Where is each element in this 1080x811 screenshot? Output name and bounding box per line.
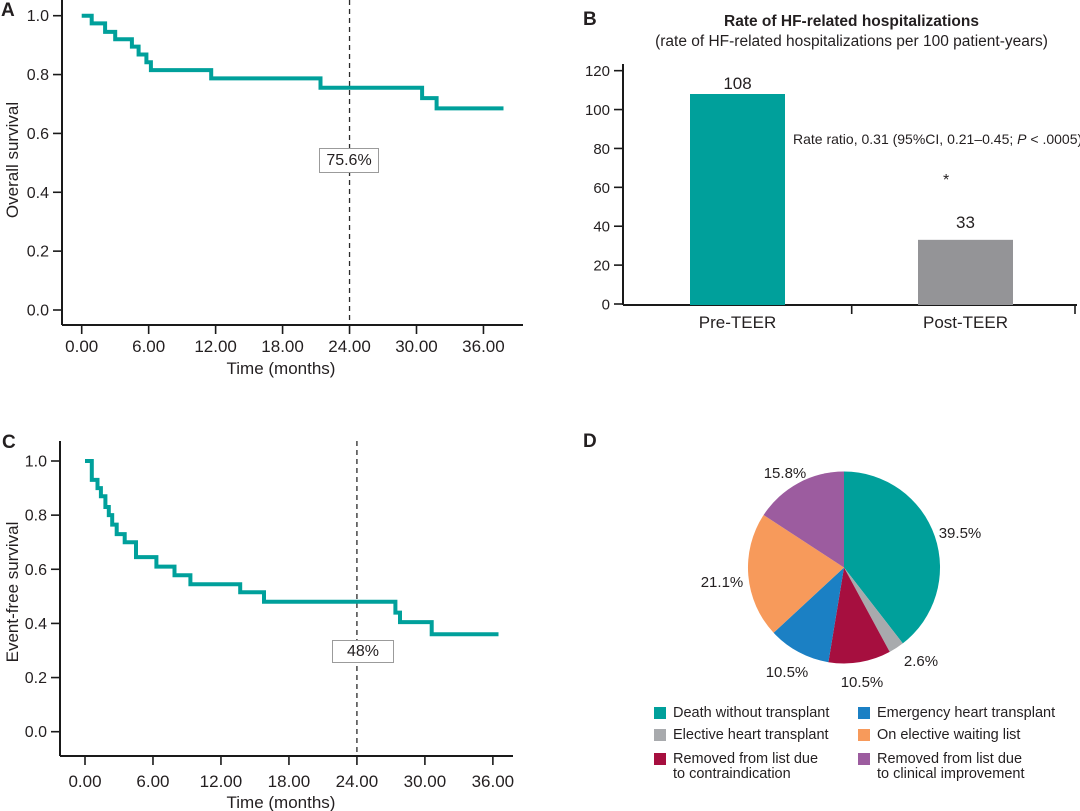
x-tick-label: 0.00 (65, 337, 98, 356)
pie-slice-4 (773, 567, 844, 663)
legend-label: Elective heart transplant (673, 727, 829, 743)
y-tick-label: 40 (593, 219, 610, 236)
y-tick-label: 0.2 (27, 244, 49, 261)
panel-b: 0 20 40 60 80 100 120 108 Pre-TEER 33 Post-TEER B … (540, 0, 1080, 400)
bar-chart-hospitalizations: 0 20 40 60 80 100 120 108 Pre-TEER 33 Post-TEER (585, 63, 1077, 332)
pie-percentage-label: 10.5% (766, 664, 809, 681)
panel-label-d: D (583, 431, 597, 452)
pie-percentage-label: 39.5% (939, 525, 982, 542)
legend-swatch (858, 707, 870, 719)
panel-label-a: A (1, 0, 15, 21)
bar-value-label: 33 (956, 213, 975, 232)
y-tick-label: 0.4 (25, 616, 47, 633)
y-tick-label: 80 (593, 141, 610, 158)
x-tick-label: 6.00 (136, 772, 169, 791)
panel-label-b: B (583, 9, 597, 30)
x-category-label: Pre-TEER (699, 313, 776, 332)
legend-item: Emergency heart transplant (858, 706, 1055, 721)
y-axis-title-c: Event-free survival (3, 521, 22, 663)
legend-swatch (654, 707, 666, 719)
rate-ratio-text-end: < .0005) (1026, 131, 1080, 147)
legend-swatch (858, 753, 870, 765)
x-tick-label: 24.00 (328, 337, 371, 356)
pie-percentage-label: 15.8% (764, 465, 807, 482)
x-tick-label: 30.00 (404, 772, 447, 791)
x-tick-label: 36.00 (472, 772, 515, 791)
pie-percentage-label: 2.6% (904, 653, 938, 670)
y-tick-label: 100 (585, 102, 610, 119)
legend-item: On elective waiting list (858, 728, 1020, 743)
pie-slice-1 (844, 471, 941, 644)
bar-post-teer (918, 239, 1013, 305)
panel-label-c: C (2, 432, 16, 453)
legend-label: Removed from list due to clinical improve… (877, 751, 1025, 782)
y-tick-label: 120 (585, 63, 610, 80)
x-tick-label: 12.00 (194, 337, 237, 356)
x-tick-label: 30.00 (395, 337, 438, 356)
survival-step-curve (85, 459, 499, 637)
legend-label: Removed from list due to contraindication (673, 751, 819, 782)
pie-slice-3 (828, 567, 890, 664)
km-chart-event-free-survival: 0.0 0.2 0.4 0.6 0.8 1.0 0.00 6.00 12.00 18.00 24.0… (25, 441, 515, 791)
legend-swatch (654, 729, 666, 741)
rate-ratio-annotation: Rate ratio, 0.31 (95%CI, 0.21–0.45; P < … (793, 131, 1080, 147)
x-tick-label: 18.00 (261, 337, 304, 356)
legend-label: Death without transplant (673, 705, 830, 721)
panel-c: 0.0 0.2 0.4 0.6 0.8 1.0 0.00 6.00 12.00 18.00 24.0… (0, 410, 540, 811)
survival-annotation-box-a: 75.6% (319, 148, 379, 173)
legend-item: Death without transplant (654, 706, 829, 721)
x-tick-label: 6.00 (132, 337, 165, 356)
x-tick-label: 18.00 (268, 772, 311, 791)
legend-item: Elective heart transplant (654, 728, 829, 743)
rate-ratio-text-start: Rate ratio, 0.31 (95%CI, 0.21–0.45; (793, 131, 1018, 147)
panel-d: 39.5% 2.6% 10.5% 10.5% 21.1% 15.8% D Death wi… (540, 410, 1080, 811)
y-tick-label: 0.0 (25, 724, 47, 741)
x-category-label: Post-TEER (923, 313, 1008, 332)
x-tick-label: 12.00 (200, 772, 243, 791)
pie-chart-outcomes: 39.5% 2.6% 10.5% 10.5% 21.1% 15.8% (701, 465, 982, 691)
bar-pre-teer (690, 94, 785, 306)
legend-item: Removed from list due to contraindication (654, 752, 818, 782)
y-tick-label: 0.6 (27, 126, 49, 143)
y-tick-label: 0.8 (25, 508, 47, 525)
y-tick-label: 60 (593, 180, 610, 197)
survival-annotation-box-c: 48% (332, 640, 394, 663)
bar-value-label: 108 (723, 74, 751, 93)
survival-step-curve (81, 13, 504, 111)
x-tick-label: 0.00 (68, 772, 101, 791)
y-axis-title-a: Overall survival (3, 101, 22, 219)
chart-subtitle-b: (rate of HF-related hospitalizations per… (655, 33, 1048, 50)
y-tick-label: 0.8 (27, 67, 49, 84)
y-tick-label: 0.4 (27, 185, 49, 202)
pie-legend: Death without transplant Elective heart t… (540, 410, 1080, 811)
x-axis-title-a: Time (months) (226, 359, 336, 378)
pie-slice-6 (763, 471, 844, 568)
pie-slice-2 (844, 567, 903, 652)
y-tick-label: 0.6 (25, 562, 47, 579)
y-tick-label: 0 (602, 297, 610, 314)
y-tick-label: 1.0 (27, 8, 49, 25)
significance-asterisk: * (943, 172, 950, 189)
y-tick-label: 0.0 (27, 303, 49, 320)
km-chart-overall-survival: 0.0 0.2 0.4 0.6 0.8 1.0 0.00 6.00 12.00 18.00 24.0… (27, 0, 523, 356)
y-tick-label: 20 (593, 258, 610, 275)
legend-swatch (654, 753, 666, 765)
pie-percentage-label: 10.5% (841, 674, 884, 691)
pie-slice-5 (747, 515, 844, 633)
y-tick-label: 0.2 (25, 670, 47, 687)
chart-title-b: Rate of HF-related hospitalizations (724, 13, 979, 30)
panel-a: 0.0 0.2 0.4 0.6 0.8 1.0 0.00 6.00 12.00 18.00 24.0… (0, 0, 540, 400)
rate-ratio-p-symbol: P (1017, 131, 1027, 147)
y-tick-label: 1.0 (25, 454, 47, 471)
legend-item: Removed from list due to clinical improve… (858, 752, 1024, 782)
pie-percentage-label: 21.1% (701, 574, 744, 591)
x-axis-title-c: Time (months) (226, 793, 336, 811)
legend-swatch (858, 729, 870, 741)
legend-label: Emergency heart transplant (877, 705, 1056, 721)
legend-label: On elective waiting list (877, 727, 1021, 743)
x-tick-label: 24.00 (336, 772, 379, 791)
x-tick-label: 36.00 (462, 337, 505, 356)
